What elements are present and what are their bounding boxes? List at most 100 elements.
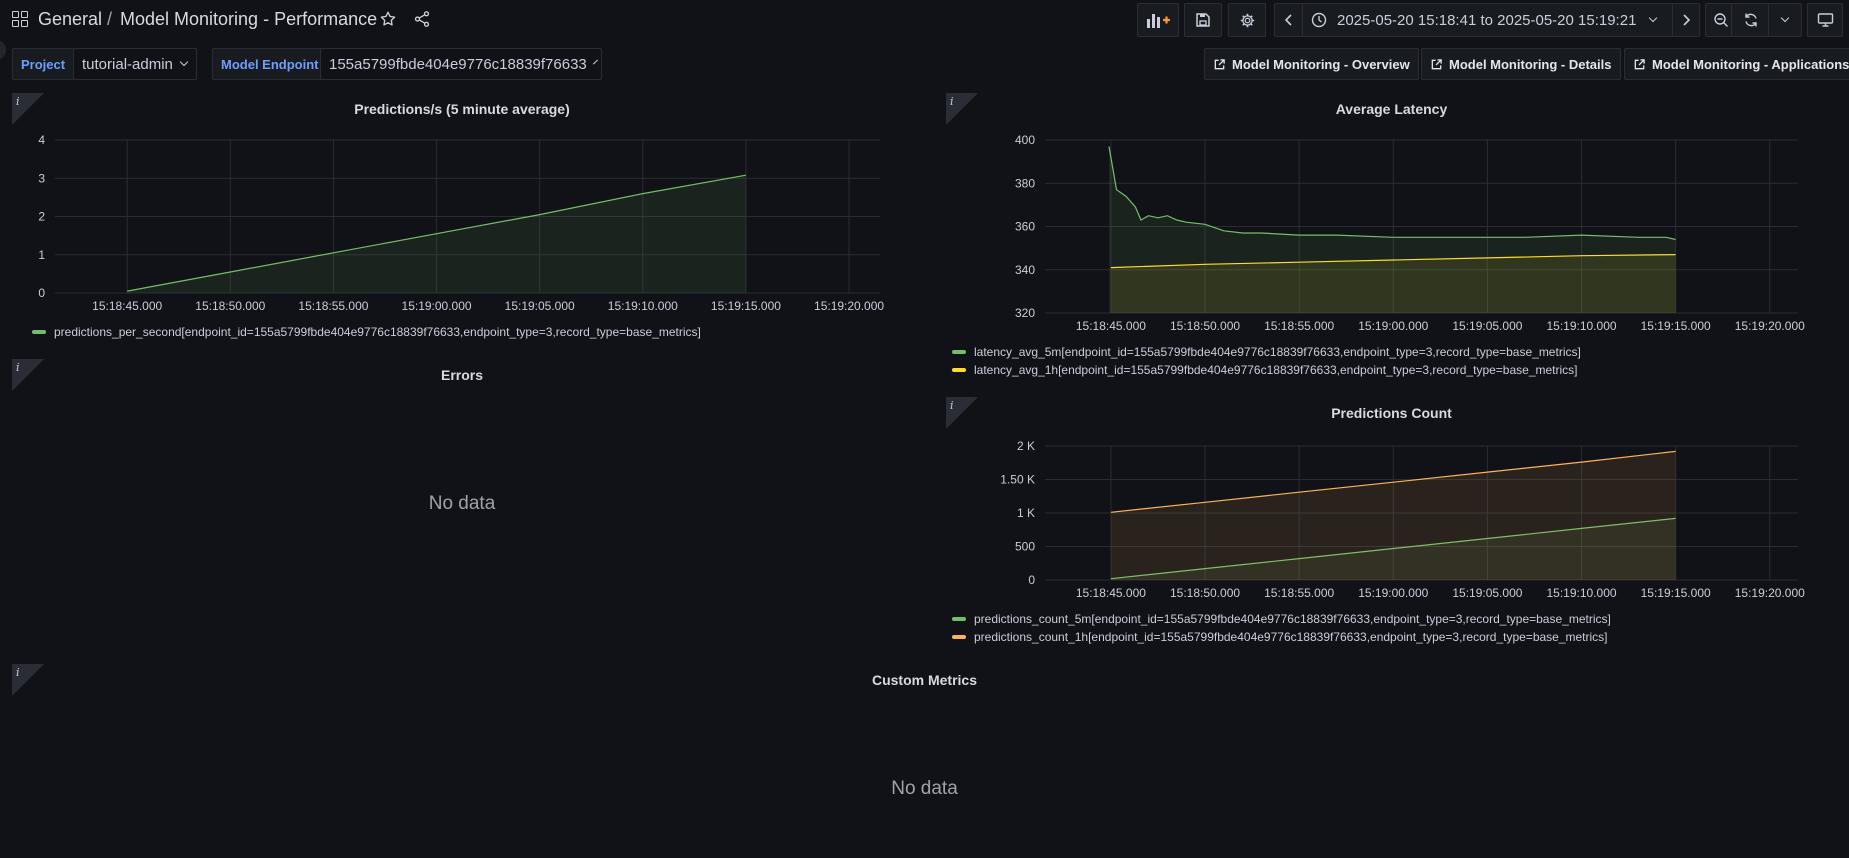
y-tick-label: 2 [38, 210, 45, 224]
legend-swatch [952, 350, 966, 354]
latency-legend: latency_avg_5m[endpoint_id=155a5799fbde4… [952, 343, 1581, 379]
y-tick-label: 360 [1015, 220, 1035, 234]
panel-info-corner[interactable]: i [946, 397, 978, 429]
save-dashboard-button[interactable] [1184, 3, 1222, 37]
panel-title[interactable]: Predictions/s (5 minute average) [354, 101, 570, 117]
x-tick-label: 15:19:10.000 [608, 299, 678, 313]
chevron-down-icon [1649, 13, 1658, 23]
panel-info-corner[interactable]: i [12, 93, 44, 125]
project-variable-select[interactable]: tutorial-admin [73, 48, 197, 80]
legend-item[interactable]: predictions_count_1h[endpoint_id=155a579… [952, 628, 1611, 646]
time-picker-button[interactable]: 2025-05-20 15:18:41 to 2025-05-20 15:19:… [1302, 3, 1672, 37]
refresh-icon [1744, 13, 1757, 27]
x-tick-label: 15:19:00.000 [1358, 319, 1428, 333]
breadcrumb-separator: / [107, 9, 113, 29]
y-tick-label: 400 [1015, 133, 1035, 147]
panel-info-corner[interactable]: i [946, 93, 978, 125]
tv-mode-button[interactable] [1807, 3, 1843, 37]
sidebar-toggle[interactable] [0, 40, 6, 60]
series-line-0 [127, 174, 747, 292]
gear-icon [1240, 13, 1254, 27]
link-applications-button[interactable]: Model Monitoring - Applications [1624, 48, 1849, 80]
legend-label: predictions_count_1h[endpoint_id=155a579… [974, 630, 1608, 644]
latency-chart: 320 340 360 380 400 15:18:45.000 15:18:50.000 1… [1015, 133, 1805, 333]
predictions-count-chart: 0 500 1 K 1.50 K 2 K 15:18:45.000 15:18:50.000… [1000, 439, 1805, 600]
count-legend: predictions_count_5m[endpoint_id=155a579… [952, 610, 1611, 646]
x-tick-label: 15:19:05.000 [505, 299, 575, 313]
star-icon[interactable] [377, 8, 399, 30]
endpoint-variable-select[interactable]: 155a5799fbde404e9776c18839f76633 [320, 48, 602, 80]
info-icon: i [16, 666, 20, 679]
custom-metrics-panel: i Custom Metrics No data [0, 664, 1849, 858]
predictions-per-second-panel: i Predictions/s (5 minute average) 0 1 2 3 4… [0, 93, 924, 353]
monitor-icon [1817, 13, 1833, 27]
x-tick-label: 15:19:20.000 [1735, 319, 1805, 333]
x-tick-label: 15:18:50.000 [1170, 319, 1240, 333]
x-tick-label: 15:18:55.000 [1264, 586, 1334, 600]
add-panel-button[interactable] [1137, 3, 1179, 37]
panel-title[interactable]: Average Latency [1335, 101, 1448, 117]
time-shift-back-button[interactable] [1274, 3, 1302, 37]
legend-item[interactable]: predictions_per_second[endpoint_id=155a5… [32, 323, 701, 341]
legend-item[interactable]: latency_avg_5m[endpoint_id=155a5799fbde4… [952, 343, 1581, 361]
time-shift-forward-button[interactable] [1672, 3, 1700, 37]
x-tick-label: 15:19:00.000 [1358, 586, 1428, 600]
apps-grid-icon[interactable] [12, 11, 28, 27]
x-tick-label: 15:19:20.000 [814, 299, 884, 313]
refresh-button[interactable] [1731, 3, 1769, 37]
panel-title[interactable]: Predictions Count [1331, 405, 1452, 421]
info-icon: i [950, 399, 954, 412]
x-tick-label: 15:19:10.000 [1546, 319, 1616, 333]
zoom-out-icon [1714, 13, 1728, 27]
x-tick-label: 15:19:15.000 [711, 299, 781, 313]
panel-title[interactable]: Errors [440, 367, 484, 383]
link-details-button[interactable]: Model Monitoring - Details [1421, 48, 1621, 80]
project-variable-label: Project [12, 48, 75, 80]
y-tick-label: 340 [1015, 263, 1035, 277]
x-tick-label: 15:19:05.000 [1452, 319, 1522, 333]
share-icon[interactable] [411, 8, 433, 30]
x-tick-label: 15:18:50.000 [1170, 586, 1240, 600]
y-tick-label: 0 [38, 286, 45, 300]
legend-label: latency_avg_1h[endpoint_id=155a5799fbde4… [974, 363, 1578, 377]
save-icon [1196, 13, 1210, 27]
legend-label: latency_avg_5m[endpoint_id=155a5799fbde4… [974, 345, 1581, 359]
external-link-icon [1214, 58, 1225, 69]
top-nav-bar: General / Model Monitoring - Performance… [0, 0, 1849, 40]
dashboard-settings-button[interactable] [1228, 3, 1266, 37]
link-details-label: Model Monitoring - Details [1449, 56, 1612, 72]
y-tick-label: 500 [1015, 540, 1035, 554]
breadcrumb-folder[interactable]: General [38, 9, 103, 29]
chevron-right-icon [1683, 14, 1691, 26]
x-tick-label: 15:18:55.000 [1264, 319, 1334, 333]
y-tick-label: 1 K [1017, 506, 1035, 520]
errors-panel: i Errors No data [0, 359, 924, 649]
info-icon: i [950, 95, 954, 108]
x-tick-label: 15:19:20.000 [1735, 586, 1805, 600]
x-tick-label: 15:18:45.000 [1076, 586, 1146, 600]
legend-item[interactable]: latency_avg_1h[endpoint_id=155a5799fbde4… [952, 361, 1581, 379]
series-line-0 [1108, 146, 1676, 241]
y-tick-label: 380 [1015, 176, 1035, 190]
link-overview-button[interactable]: Model Monitoring - Overview [1204, 48, 1419, 80]
x-tick-label: 15:19:15.000 [1641, 319, 1711, 333]
refresh-interval-button[interactable] [1768, 3, 1802, 37]
dashboard-title[interactable]: Model Monitoring - Performance [120, 9, 378, 29]
panel-info-corner[interactable]: i [12, 359, 44, 391]
chevron-left-icon [1284, 14, 1292, 26]
legend-label: predictions_per_second[endpoint_id=155a5… [54, 325, 701, 339]
endpoint-variable-value: 155a5799fbde404e9776c18839f76633 [329, 55, 587, 73]
panel-info-corner[interactable]: i [12, 664, 44, 696]
no-data-message: No data [891, 778, 958, 799]
time-range-text: 2025-05-20 15:18:41 to 2025-05-20 15:19:… [1337, 11, 1637, 29]
legend-label: predictions_count_5m[endpoint_id=155a579… [974, 612, 1611, 626]
endpoint-variable-label: Model Endpoint [212, 48, 328, 80]
no-data-message: No data [428, 493, 496, 514]
panel-title[interactable]: Custom Metrics [871, 672, 978, 688]
link-applications-label: Model Monitoring - Applications [1652, 56, 1849, 72]
series-line-1 [1110, 254, 1676, 269]
series-area-1 [1110, 254, 1676, 313]
legend-item[interactable]: predictions_count_5m[endpoint_id=155a579… [952, 610, 1611, 628]
series-line-1 [1110, 450, 1676, 513]
x-tick-label: 15:18:55.000 [298, 299, 368, 313]
